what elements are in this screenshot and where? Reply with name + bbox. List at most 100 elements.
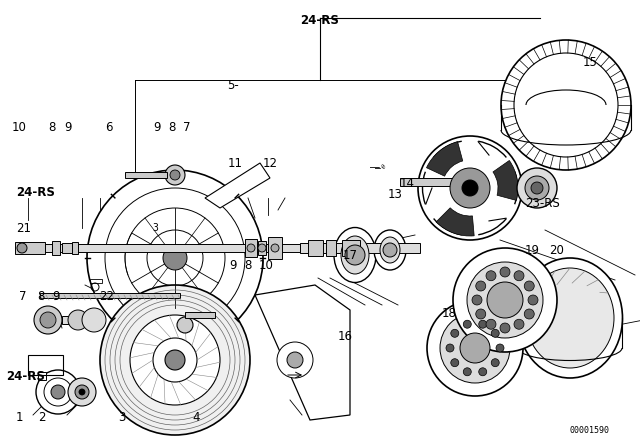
Circle shape: [486, 319, 496, 329]
Text: 9: 9: [52, 290, 60, 303]
Circle shape: [40, 312, 56, 328]
Circle shape: [487, 282, 523, 318]
Text: 3: 3: [152, 223, 158, 233]
Circle shape: [492, 359, 499, 367]
Circle shape: [130, 315, 220, 405]
Bar: [20, 244, 300, 252]
Ellipse shape: [518, 258, 623, 378]
Circle shape: [514, 53, 618, 157]
Circle shape: [492, 329, 499, 337]
Text: 15: 15: [582, 56, 597, 69]
Circle shape: [383, 243, 397, 257]
Text: 10: 10: [259, 258, 273, 272]
Text: 7: 7: [183, 121, 191, 134]
Text: 16: 16: [338, 330, 353, 344]
Circle shape: [44, 378, 72, 406]
Text: 20: 20: [549, 244, 564, 258]
Bar: [308, 240, 323, 256]
Circle shape: [75, 385, 89, 399]
Text: 13: 13: [387, 188, 402, 202]
Text: ―◦: ―◦: [375, 163, 387, 173]
Text: ―◦: ―◦: [370, 162, 385, 172]
Circle shape: [476, 309, 486, 319]
Circle shape: [500, 323, 510, 333]
Wedge shape: [436, 208, 474, 236]
Text: 10: 10: [12, 121, 26, 134]
Text: 8: 8: [48, 121, 56, 134]
Circle shape: [277, 342, 313, 378]
Circle shape: [68, 378, 96, 406]
Circle shape: [177, 317, 193, 333]
Bar: [185, 312, 215, 318]
Text: 24-RS: 24-RS: [301, 13, 339, 27]
Circle shape: [479, 320, 487, 328]
Bar: [258, 241, 266, 255]
Ellipse shape: [334, 228, 376, 283]
Circle shape: [165, 165, 185, 185]
Circle shape: [476, 281, 486, 291]
Circle shape: [528, 295, 538, 305]
Circle shape: [87, 170, 263, 346]
Bar: [268, 237, 282, 259]
Text: 9: 9: [154, 121, 161, 134]
Circle shape: [68, 310, 88, 330]
Bar: [125, 172, 167, 178]
Text: 18: 18: [442, 307, 456, 320]
Circle shape: [479, 368, 487, 376]
Circle shape: [463, 368, 471, 376]
Circle shape: [100, 285, 250, 435]
Circle shape: [501, 40, 631, 170]
Circle shape: [287, 352, 303, 368]
Circle shape: [440, 313, 510, 383]
Text: 24-RS: 24-RS: [6, 370, 45, 383]
Circle shape: [427, 300, 523, 396]
Polygon shape: [205, 163, 270, 208]
Bar: [28, 355, 63, 375]
Bar: [300, 243, 420, 253]
Ellipse shape: [526, 268, 614, 368]
Circle shape: [453, 248, 557, 352]
Circle shape: [153, 338, 197, 382]
Circle shape: [531, 182, 543, 194]
Circle shape: [79, 389, 85, 395]
Text: 14: 14: [400, 177, 415, 190]
Circle shape: [462, 180, 478, 196]
Circle shape: [450, 168, 490, 208]
Text: 19: 19: [525, 244, 540, 258]
Bar: [245, 239, 257, 257]
Text: 8: 8: [168, 121, 176, 134]
Wedge shape: [493, 160, 518, 200]
Circle shape: [451, 359, 459, 367]
Bar: [400, 178, 465, 186]
Bar: [342, 240, 360, 256]
Bar: [72, 242, 78, 254]
Circle shape: [514, 319, 524, 329]
Text: 00001590: 00001590: [570, 426, 610, 435]
Bar: [90, 279, 102, 283]
Circle shape: [525, 176, 549, 200]
Circle shape: [463, 320, 471, 328]
Circle shape: [524, 309, 534, 319]
Bar: [52, 241, 60, 255]
Wedge shape: [426, 142, 463, 176]
Ellipse shape: [341, 236, 369, 274]
Text: 17: 17: [342, 249, 357, 262]
Circle shape: [51, 385, 65, 399]
Circle shape: [446, 344, 454, 352]
Circle shape: [271, 244, 279, 252]
Text: 8: 8: [37, 290, 45, 303]
Text: 7: 7: [19, 290, 27, 303]
Circle shape: [500, 267, 510, 277]
Circle shape: [460, 333, 490, 363]
Text: 5-: 5-: [227, 78, 239, 92]
Circle shape: [125, 208, 225, 308]
Circle shape: [165, 350, 185, 370]
Circle shape: [17, 243, 27, 253]
Text: 12: 12: [262, 157, 277, 170]
Text: 23-RS: 23-RS: [525, 197, 559, 211]
Bar: [15, 242, 45, 254]
Text: 11: 11: [227, 157, 242, 170]
Text: 24-RS: 24-RS: [16, 186, 55, 199]
Bar: [326, 240, 336, 256]
Bar: [62, 316, 82, 324]
